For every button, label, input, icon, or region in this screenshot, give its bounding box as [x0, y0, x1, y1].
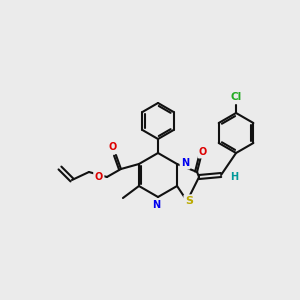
- Text: O: O: [199, 147, 207, 157]
- Text: S: S: [185, 196, 193, 206]
- Text: Cl: Cl: [230, 92, 242, 102]
- Text: N: N: [181, 158, 189, 168]
- Text: N: N: [152, 200, 160, 210]
- Text: O: O: [109, 142, 117, 152]
- Text: O: O: [95, 172, 103, 182]
- Text: H: H: [230, 172, 238, 182]
